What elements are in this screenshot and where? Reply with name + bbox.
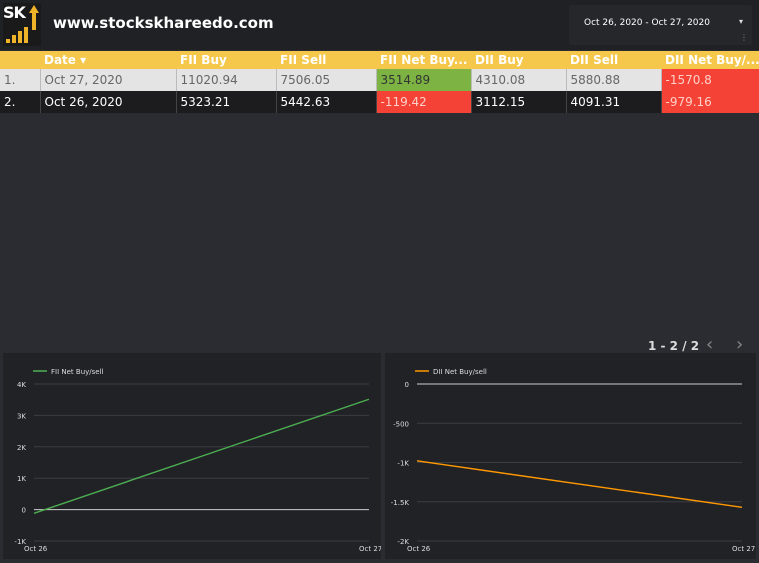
cell-dii-buy: 3112.15 bbox=[471, 91, 567, 113]
y-tick-label: -1K bbox=[14, 538, 26, 546]
column-header-fii-buy[interactable]: FII Buy bbox=[176, 51, 276, 69]
site-logo[interactable]: SK bbox=[3, 3, 41, 46]
site-url[interactable]: www.stockskhareedo.com bbox=[53, 14, 274, 32]
up-arrow-icon bbox=[29, 5, 39, 13]
y-tick-label: 1K bbox=[17, 475, 26, 483]
table-header-row: Date ▾ FII Buy FII Sell FII Net Buy... D… bbox=[0, 51, 759, 69]
date-range-value: Oct 26, 2020 - Oct 27, 2020 bbox=[584, 18, 710, 28]
series-line bbox=[416, 460, 743, 509]
cell-dii-buy: 4310.08 bbox=[471, 69, 567, 91]
column-header-dii-sell[interactable]: DII Sell bbox=[566, 51, 661, 69]
column-header-date[interactable]: Date ▾ bbox=[40, 51, 176, 69]
cell-fii-net: -119.42 bbox=[376, 91, 472, 113]
cell-date: Oct 26, 2020 bbox=[40, 91, 177, 113]
drag-handle-icon: ⋮ bbox=[740, 33, 748, 42]
y-tick-label: 0 bbox=[405, 381, 409, 389]
y-tick-label: 2K bbox=[17, 444, 26, 452]
date-range-picker[interactable]: Oct 26, 2020 - Oct 27, 2020 ▾ ⋮ bbox=[569, 5, 752, 45]
x-tick-label: Oct 27 bbox=[732, 545, 755, 553]
row-index: 2. bbox=[0, 91, 41, 113]
cell-fii-sell: 5442.63 bbox=[276, 91, 377, 113]
cell-fii-buy: 11020.94 bbox=[176, 69, 277, 91]
cell-fii-sell: 7506.05 bbox=[276, 69, 377, 91]
fii-dii-table: Date ▾ FII Buy FII Sell FII Net Buy... D… bbox=[0, 51, 759, 113]
y-tick-label: -2K bbox=[397, 538, 409, 546]
x-tick-label: Oct 26 bbox=[407, 545, 431, 553]
y-tick-label: 4K bbox=[17, 381, 26, 389]
cell-fii-net: 3514.89 bbox=[376, 69, 472, 91]
row-index: 1. bbox=[0, 69, 41, 91]
x-tick-label: Oct 26 bbox=[24, 545, 48, 553]
column-header-index bbox=[0, 51, 40, 69]
header-bar: SK www.stockskhareedo.com Oct 26, 2020 -… bbox=[0, 0, 759, 50]
pagination-label: 1 - 2 / 2 bbox=[648, 339, 700, 353]
cell-date: Oct 27, 2020 bbox=[40, 69, 177, 91]
dii-chart-panel: DII Net Buy/sell 0 -500 -1K -1.5K -2K Oct 26 Oc… bbox=[385, 353, 756, 559]
fii-chart-panel: FII Net Buy/sell 4K 3K 2K 1K 0 -1K Oct 26 Oct 27 bbox=[3, 353, 382, 559]
cell-dii-net: -979.16 bbox=[661, 91, 759, 113]
cell-dii-net: -1570.8 bbox=[661, 69, 759, 91]
legend-label: FII Net Buy/sell bbox=[51, 368, 104, 376]
y-tick-label: -1K bbox=[397, 460, 409, 468]
column-header-dii-net[interactable]: DII Net Buy/... bbox=[661, 51, 759, 69]
y-tick-label: -1.5K bbox=[391, 499, 410, 507]
column-header-dii-buy[interactable]: DII Buy bbox=[471, 51, 566, 69]
cell-dii-sell: 4091.31 bbox=[566, 91, 662, 113]
table-row[interactable]: 1. Oct 27, 2020 11020.94 7506.05 3514.89… bbox=[0, 69, 759, 91]
y-tick-label: -500 bbox=[393, 420, 409, 428]
y-tick-label: 3K bbox=[17, 412, 26, 420]
series-line bbox=[33, 398, 370, 515]
column-header-fii-sell[interactable]: FII Sell bbox=[276, 51, 376, 69]
next-page-icon[interactable]: › bbox=[736, 334, 744, 355]
cell-fii-buy: 5323.21 bbox=[176, 91, 277, 113]
table-row[interactable]: 2. Oct 26, 2020 5323.21 5442.63 -119.42 … bbox=[0, 91, 759, 113]
legend-label: DII Net Buy/sell bbox=[433, 368, 487, 376]
y-tick-label: 0 bbox=[22, 507, 26, 515]
column-header-fii-net[interactable]: FII Net Buy... bbox=[376, 51, 471, 69]
logo-text: SK bbox=[3, 3, 26, 22]
cell-dii-sell: 5880.88 bbox=[566, 69, 662, 91]
chevron-down-icon: ▾ bbox=[739, 17, 744, 26]
x-tick-label: Oct 27 bbox=[359, 545, 381, 553]
prev-page-icon[interactable]: ‹ bbox=[706, 334, 714, 355]
